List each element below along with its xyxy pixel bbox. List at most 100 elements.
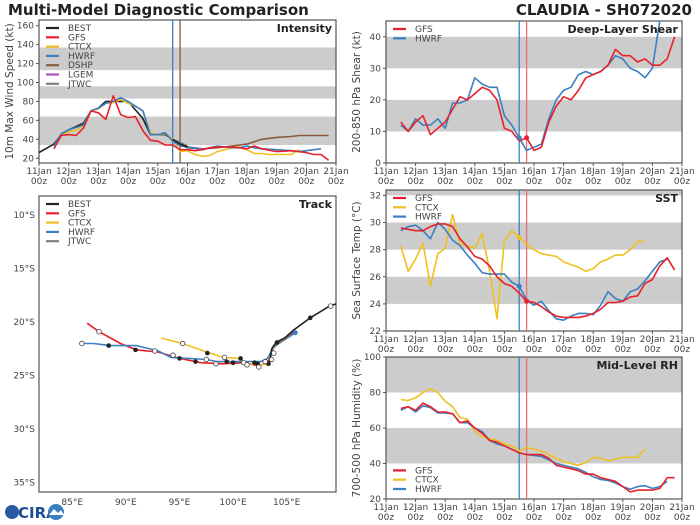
x-tick-label: 00z [615,513,631,523]
x-tick-label: 00z [526,513,542,523]
x-tick-label: 00z [674,345,690,355]
gray-band [39,47,336,71]
x-tick-label: 11Jan [373,503,398,513]
series-line-gfs [86,322,295,367]
panel-sst: 11Jan00z12Jan00z13Jan00z14Jan00z15Jan00z… [351,189,695,355]
track-position-open [170,352,176,358]
x-tick-label: 00z [437,513,453,523]
track-position-filled [193,359,198,364]
x-tick-label: 12Jan [403,335,428,345]
track-position-open [256,364,262,370]
legend-entry: GFS [46,33,86,43]
series-line-ctcx [400,388,646,467]
y-tick-label: 60 [23,116,35,126]
y-tick-label: 30 [370,64,382,74]
x-tick-label: 11Jan [373,335,398,345]
x-tick-label: 15Jan [145,167,170,177]
track-position-open [268,356,275,363]
y-tick-label: 32 [370,191,381,201]
y-axis-label: 10m Max Wind Speed (kt) [4,23,16,159]
legend-label: JTWC [67,237,91,247]
track-position-filled [238,356,243,361]
x-tick-label: 00z [150,177,166,187]
x-tick-label: 20Jan [294,167,319,177]
x-tick-label: 16Jan [521,503,546,513]
x-tick-label: 12Jan [56,167,81,177]
track-position-open [244,362,250,368]
legend-label: CTCX [68,219,92,229]
legend-entry: CTCX [393,476,439,486]
x-tick-label: 19Jan [264,167,289,177]
series-line-gfs [400,402,675,493]
x-tick-label: 20Jan [640,503,665,513]
x-tick-label: 100°E [219,498,247,508]
track-position-filled [230,360,236,366]
y-tick-label: 26 [370,273,382,283]
y-tick-label: 20°S [13,318,35,328]
x-tick-label: 00z [615,177,631,187]
y-tick-label: 80 [23,97,35,107]
x-tick-label: 00z [496,177,512,187]
current-marker-gfs [524,298,530,304]
track-position-filled [177,356,182,361]
legend-label: CTCX [415,203,439,213]
x-tick-label: 21Jan [669,335,694,345]
track-position-filled [205,350,210,356]
x-tick-label: 13Jan [433,503,458,513]
panel-intensity: 11Jan00z12Jan00z13Jan00z14Jan00z15Jan00z… [4,19,349,187]
x-tick-label: 15Jan [492,167,517,177]
cira-logo: CIRA [5,504,64,522]
x-tick-label: 00z [674,513,690,523]
series-group [79,303,336,370]
y-tick-label: 20 [370,495,382,505]
series-line-hwrf [400,21,661,152]
legend-entry: BEST [46,200,92,210]
legend-label: BEST [68,24,92,34]
legend-label: LGEM [68,71,93,81]
x-tick-label: 16Jan [521,335,546,345]
series-line-gfs [400,36,676,152]
legend-label: GFS [68,33,86,43]
legend-entry: GFS [393,194,433,204]
x-tick-label: 00z [328,177,344,187]
track-position-filled [106,343,111,348]
logo-globe-icon [5,505,19,519]
legend-entry: HWRF [46,52,95,62]
track-position-open [221,354,228,361]
y-tick-label: 100 [364,353,381,363]
y-tick-label: 160 [17,22,34,32]
legend-label: GFS [415,25,433,35]
x-tick-label: 00z [585,345,601,355]
legend-label: HWRF [415,34,442,44]
legend-entry: LGEM [46,71,93,81]
series-group [400,21,676,152]
gray-band [386,36,682,69]
track-position-open [262,358,268,365]
x-tick-label: 00z [467,345,483,355]
y-tick-label: 40 [23,135,35,145]
x-tick-label: 00z [496,513,512,523]
series-line-gfs [53,95,330,161]
x-tick-label: 00z [269,177,285,187]
x-tick-label: 15Jan [492,503,517,513]
logo-text: CIRA [18,504,58,522]
series-line-best [172,138,188,148]
legend-label: BEST [68,200,92,210]
x-tick-label: 00z [90,177,106,187]
y-tick-label: 40 [370,460,382,470]
track-position-open [203,356,209,363]
track-position-open [179,340,186,347]
x-tick-label: 00z [437,177,453,187]
x-tick-label: 21Jan [669,503,694,513]
x-tick-label: 21Jan [669,167,694,177]
panel-title: Mid-Level RH [596,359,678,372]
y-tick-label: 24 [370,300,382,310]
legend-label: CTCX [68,43,92,53]
x-tick-label: 00z [585,513,601,523]
x-tick-label: 16Jan [175,167,200,177]
x-tick-label: 00z [526,177,542,187]
x-tick-label: 00z [556,345,572,355]
x-tick-label: 00z [120,177,136,187]
x-tick-label: 00z [408,177,424,187]
logo-mountain-shape [49,509,64,515]
